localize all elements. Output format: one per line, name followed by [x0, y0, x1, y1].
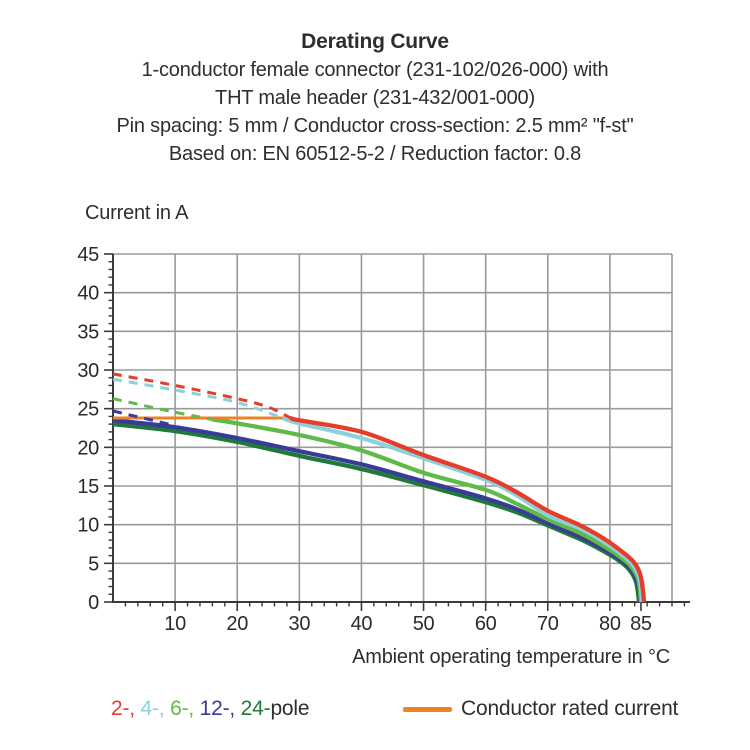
- x-tick-label: 10: [164, 613, 186, 635]
- y-tick-label: 0: [88, 592, 99, 614]
- pole-legend-suffix: pole: [270, 697, 310, 720]
- y-tick-label: 15: [77, 476, 99, 498]
- 24-pole-curve: [112, 421, 642, 603]
- pole-legend-label: 4-,: [140, 697, 171, 720]
- y-tick-label: 20: [77, 437, 99, 459]
- chart-subtitle-line4: Based on: EN 60512-5-2 / Reduction facto…: [168, 143, 582, 165]
- title-block: Derating Curve 1-conductor female connec…: [0, 28, 750, 168]
- x-tick-label: 40: [351, 613, 373, 635]
- pole-legend-label: 12-,: [199, 697, 241, 720]
- pole-legend-label: 2-,: [111, 697, 141, 720]
- x-tick-label: 80: [599, 613, 621, 635]
- 2-pole-curve: [288, 415, 647, 603]
- y-tick-label: 5: [88, 553, 99, 575]
- rated-current-line-swatch: [403, 706, 452, 712]
- chart-subtitle-line2: THT male header (231-432/001-000): [215, 87, 535, 109]
- pole-legend-label: 24-: [240, 697, 271, 720]
- x-tick-label: 30: [289, 613, 311, 635]
- y-tick-label: 35: [77, 321, 99, 343]
- pole-legend-items: 2-, 4-, 6-, 12-, 24-: [111, 697, 271, 720]
- 6-pole-curve: [212, 417, 644, 603]
- 4-pole-dashed-curve: [112, 377, 284, 420]
- x-tick-label: 50: [413, 613, 435, 635]
- y-tick-label: 30: [77, 360, 99, 382]
- chart-subtitle-line3: Pin spacing: 5 mm / Conductor cross-sect…: [116, 115, 634, 137]
- x-tick-label: 60: [475, 613, 497, 635]
- y-tick-label: 10: [77, 515, 99, 537]
- rated-current-legend: Conductor rated current: [403, 697, 678, 721]
- rated-current-label: Conductor rated current: [461, 697, 679, 720]
- x-tick-label: 85: [630, 613, 652, 635]
- y-tick-label: 25: [77, 399, 99, 421]
- 2-pole-dashed-curve: [112, 372, 292, 420]
- x-tick-label: 70: [537, 613, 559, 635]
- x-axis-label: Ambient operating temperature in °C: [352, 646, 670, 668]
- y-tick-label: 45: [77, 244, 99, 266]
- y-axis-label: Current in A: [85, 202, 189, 224]
- pole-legend: 2-, 4-, 6-, 12-, 24-pole: [111, 697, 310, 721]
- y-tick-label: 40: [77, 283, 99, 305]
- chart-title: Derating Curve: [301, 30, 449, 53]
- pole-legend-label: 6-,: [170, 697, 200, 720]
- x-tick-label: 20: [226, 613, 248, 635]
- chart-subtitle-line1: 1-conductor female connector (231-102/02…: [141, 59, 609, 81]
- 4-pole-curve: [281, 415, 645, 603]
